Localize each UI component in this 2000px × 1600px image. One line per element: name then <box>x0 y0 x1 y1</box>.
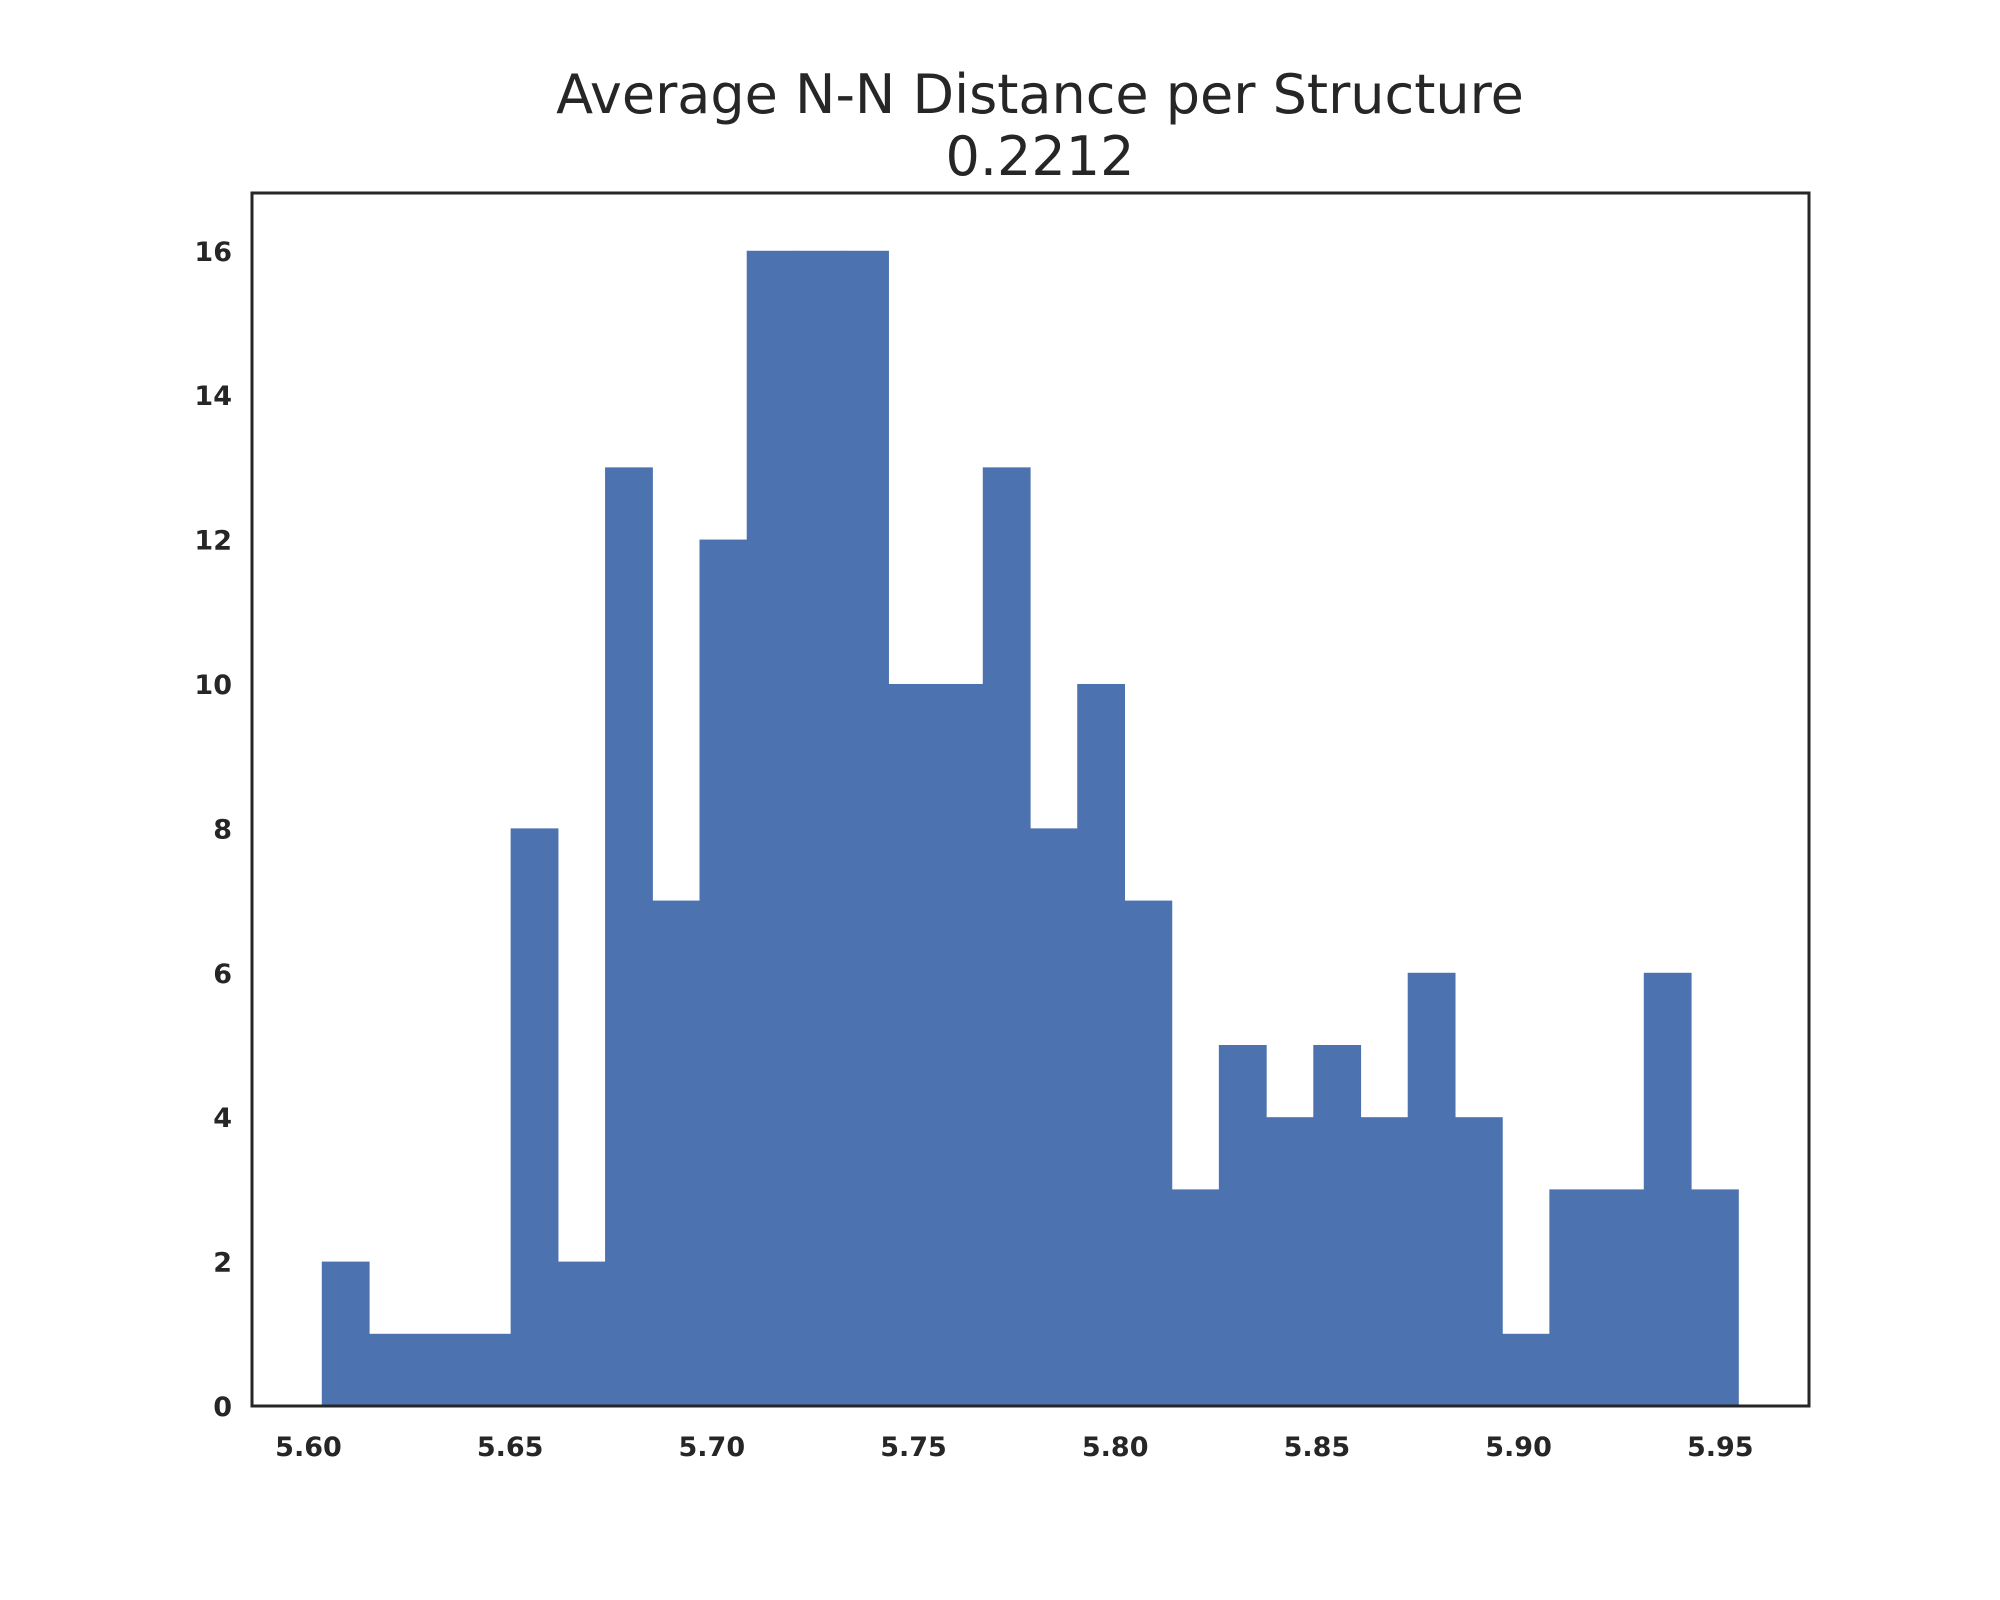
histogram-bar <box>368 1333 417 1406</box>
histogram-bar <box>1454 1117 1503 1406</box>
histogram-bar <box>841 250 889 1406</box>
plot-frame <box>250 191 1811 1408</box>
y-tick-label: 0 <box>213 1392 232 1423</box>
histogram-bar <box>1313 1044 1362 1406</box>
histogram-bar <box>557 1261 606 1406</box>
histogram-bar <box>321 1261 370 1406</box>
histogram-bar <box>982 467 1031 1407</box>
histogram-bar <box>1029 828 1078 1406</box>
histogram-bar <box>1266 1117 1314 1406</box>
x-tick-label: 5.65 <box>477 1432 544 1463</box>
x-tick-label: 5.70 <box>679 1432 746 1463</box>
histogram-bar <box>1171 1189 1220 1406</box>
chart-subtitle: 0.2212 <box>946 125 1135 188</box>
x-tick-label: 5.80 <box>1082 1432 1149 1463</box>
histogram-bar <box>1643 972 1692 1406</box>
x-tick-label: 5.90 <box>1485 1432 1552 1463</box>
histogram-bar <box>1124 900 1173 1406</box>
histogram-bar <box>463 1333 512 1406</box>
y-tick-label: 16 <box>194 237 232 268</box>
histogram-bar <box>1502 1333 1550 1406</box>
x-tick-label: 5.60 <box>275 1432 342 1463</box>
y-tick-label: 8 <box>213 814 232 845</box>
chart-title: Average N-N Distance per Structure <box>556 63 1524 126</box>
y-tick-label: 4 <box>213 1103 232 1134</box>
histogram-bar <box>1549 1189 1598 1406</box>
x-axis-ticks: 5.60 5.65 5.70 5.75 5.80 5.85 5.90 5.95 <box>275 1432 1753 1463</box>
histogram-bar <box>793 250 842 1406</box>
histogram-bar <box>1360 1117 1409 1406</box>
histogram-bar <box>1596 1189 1645 1406</box>
histogram-bar <box>605 467 653 1407</box>
histogram-bar <box>1690 1189 1739 1406</box>
y-tick-label: 2 <box>213 1248 232 1279</box>
histogram-bar <box>510 828 559 1406</box>
x-tick-label: 5.95 <box>1687 1432 1754 1463</box>
histogram-bar <box>652 900 701 1406</box>
histogram-bar <box>1077 683 1126 1406</box>
histogram-bar <box>699 539 748 1406</box>
histogram-bar <box>416 1333 465 1406</box>
histogram-bar <box>935 683 984 1406</box>
y-tick-label: 6 <box>213 959 232 990</box>
y-tick-label: 12 <box>194 526 232 557</box>
y-tick-label: 14 <box>194 381 232 412</box>
y-axis-ticks: 0 2 4 6 8 10 12 14 16 <box>194 237 232 1423</box>
histogram-bar <box>746 250 795 1406</box>
x-tick-label: 5.85 <box>1284 1432 1351 1463</box>
y-tick-label: 10 <box>194 670 232 701</box>
histogram-bar <box>1407 972 1456 1406</box>
histogram-bars <box>321 250 1739 1407</box>
histogram-bar <box>1218 1044 1267 1406</box>
histogram-bar <box>888 683 937 1406</box>
x-tick-label: 5.75 <box>880 1432 947 1463</box>
